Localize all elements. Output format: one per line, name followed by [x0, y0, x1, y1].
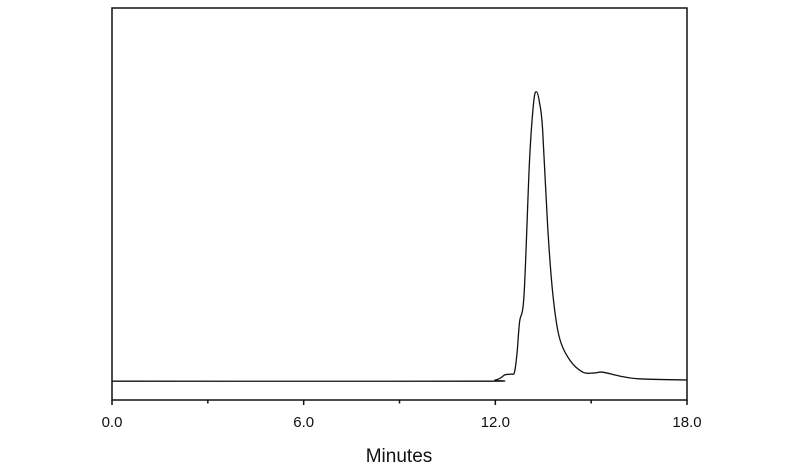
- series-line: [111, 91, 688, 382]
- x-tick-label: 12.0: [481, 414, 510, 431]
- x-tick-label: 6.0: [293, 414, 314, 431]
- plot-frame: [111, 7, 688, 401]
- x-axis-label: Minutes: [366, 446, 433, 467]
- x-tick-label: 18.0: [672, 414, 701, 431]
- x-tick-label: 0.0: [102, 414, 123, 431]
